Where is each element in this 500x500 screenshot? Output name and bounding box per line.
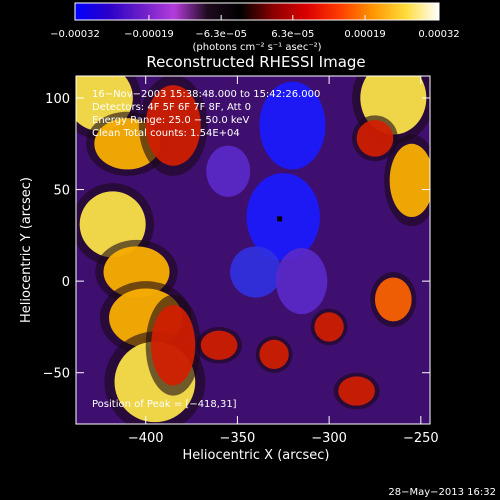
x-axis-label: Heliocentric X (arcsec) [183, 448, 330, 463]
heatmap-blob [259, 339, 289, 370]
colorbar: −0.00032 −0.00019 −6.3e−05 6.3e−05 0.00019 0.… [50, 2, 460, 53]
chart-title: Reconstructed RHESSI Image [146, 53, 365, 71]
heatmap-blob [389, 143, 430, 218]
y-tick-label: 50 [53, 184, 70, 199]
y-tick-label: 100 [45, 92, 70, 107]
annotation-time-range: 16−Nov−2003 15:38:48.000 to 15:42:26.000 [92, 89, 320, 100]
heatmap-blob [275, 248, 328, 315]
heatmap-blob [259, 81, 326, 170]
annotation-clean-counts: Clean Total counts: 1.54E+04 [92, 128, 240, 139]
colorbar-gradient [74, 2, 440, 21]
peak-marker [277, 216, 283, 222]
y-axis-ticks: −50 0 50 100 [43, 92, 430, 382]
colorbar-ticks: −0.00032 −0.00019 −6.3e−05 6.3e−05 0.00019 0.… [50, 15, 460, 40]
x-tick-label: −400 [128, 431, 164, 446]
annotation-detectors: Detectors: 4F 5F 6F 7F 8F, Att 0 [92, 102, 251, 113]
heatmap-blob [374, 277, 412, 322]
heatmap-area [76, 76, 430, 424]
colorbar-tick-label: 6.3e−05 [271, 29, 314, 40]
heatmap-blob [145, 85, 201, 166]
colorbar-tick-label: 0.00032 [418, 29, 459, 40]
annotation-peak-position: Position of Peak = [−418,31] [92, 399, 237, 410]
colorbar-tick-label: −0.00032 [50, 29, 100, 40]
y-tick-label: −50 [43, 367, 70, 382]
annotation-energy-range: Energy Range: 25.0 − 50.0 keV [92, 115, 249, 126]
heatmap-blob [356, 119, 394, 157]
y-axis-label: Heliocentric Y (arcsec) [19, 177, 34, 323]
annotations: 16−Nov−2003 15:38:48.000 to 15:42:26.000… [92, 89, 320, 410]
heatmap-blob [151, 304, 196, 386]
heatmap-blob [206, 145, 251, 197]
heatmap-blobs [76, 76, 430, 424]
x-axis-ticks: −400 −350 −300 −250 [128, 76, 439, 446]
x-tick-label: −350 [220, 431, 256, 446]
heatmap-blob [200, 330, 238, 360]
colorbar-tick-label: −0.00019 [124, 29, 174, 40]
colorbar-tick-label: 0.00019 [344, 29, 385, 40]
heatmap-blob [314, 312, 344, 342]
heatmap-blob [338, 376, 375, 406]
heatmap-blob [230, 246, 282, 298]
timestamp: 28−May−2013 16:32 [388, 487, 496, 498]
x-tick-label: −300 [311, 431, 347, 446]
plot-frame [75, 75, 431, 425]
heatmap-blob [246, 173, 320, 261]
x-tick-label: −250 [403, 431, 439, 446]
colorbar-tick-label: −6.3e−05 [195, 29, 247, 40]
y-tick-label: 0 [62, 275, 70, 290]
colorbar-unit-label: (photons cm⁻² s⁻¹ asec⁻²) [192, 42, 321, 53]
